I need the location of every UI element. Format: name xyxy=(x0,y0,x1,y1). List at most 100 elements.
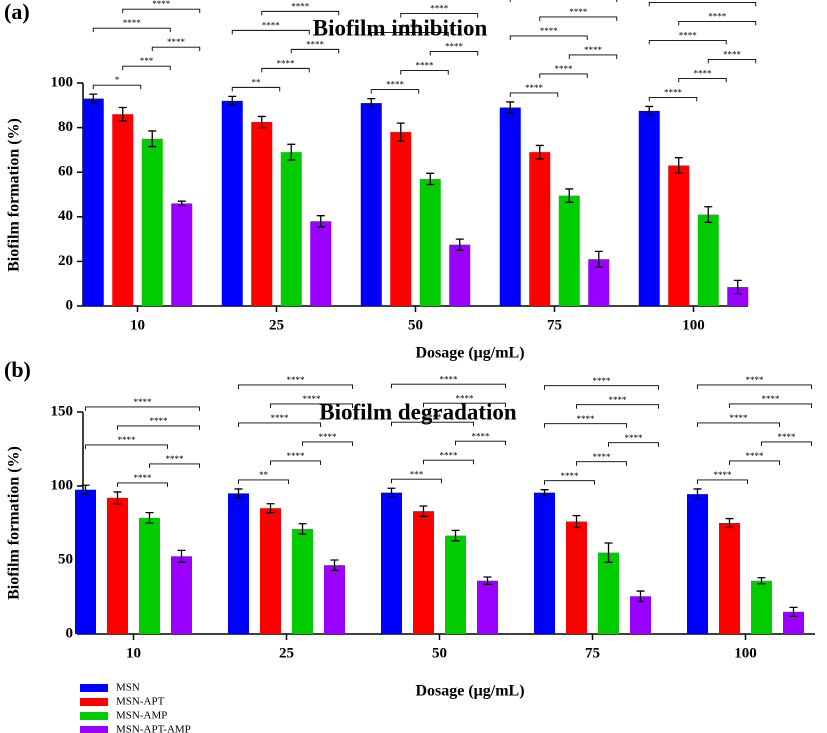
significance-bracket xyxy=(238,479,289,484)
bar xyxy=(445,535,466,634)
bar xyxy=(324,565,345,634)
bar xyxy=(310,221,332,306)
significance-bracket xyxy=(455,440,506,446)
x-tick-label: 100 xyxy=(682,317,705,333)
bar xyxy=(783,611,804,634)
significance-label: **** xyxy=(584,45,603,55)
legend-swatch xyxy=(80,712,108,720)
significance-label: **** xyxy=(287,375,306,385)
bar xyxy=(221,100,243,306)
chart-title: Biofilm inhibition xyxy=(313,15,488,40)
x-axis-label: Dosage (μg/mL) xyxy=(415,345,524,362)
error-bar xyxy=(234,488,243,499)
significance-bracket xyxy=(576,404,659,409)
bar xyxy=(529,152,551,306)
significance-bracket xyxy=(391,478,442,484)
error-bar xyxy=(572,514,581,529)
significance-bracket xyxy=(576,461,627,466)
y-tick-label: 100 xyxy=(51,74,74,90)
y-axis-label: Biofilm formation (%) xyxy=(6,446,23,600)
significance-label: **** xyxy=(166,454,185,464)
error-bar xyxy=(451,529,460,542)
significance-bracket xyxy=(729,403,812,408)
significance-label: **** xyxy=(277,58,296,68)
significance-bracket xyxy=(117,482,168,487)
significance-label: **** xyxy=(440,450,459,460)
significance-label: **** xyxy=(746,375,765,385)
significance-bracket xyxy=(231,86,281,92)
significance-label: **** xyxy=(456,393,475,403)
significance-bracket xyxy=(509,0,618,2)
significance-bracket xyxy=(761,441,812,446)
bar xyxy=(630,596,651,634)
bar xyxy=(499,107,521,306)
error-bar xyxy=(604,542,613,563)
significance-bracket xyxy=(697,422,780,427)
bar xyxy=(566,521,587,634)
bar xyxy=(687,494,708,634)
bar xyxy=(588,259,610,306)
bar xyxy=(668,165,690,306)
significance-label: **** xyxy=(762,394,781,404)
significance-label: **** xyxy=(430,4,449,14)
significance-label: **** xyxy=(472,431,491,441)
error-bar xyxy=(594,250,603,268)
significance-label: **** xyxy=(730,413,749,423)
significance-bracket xyxy=(122,8,201,14)
significance-bracket xyxy=(539,73,588,78)
bar xyxy=(390,132,412,306)
significance-label: **** xyxy=(723,49,742,59)
x-axis-label: Dosage (μg/mL) xyxy=(415,683,524,700)
significance-bracket xyxy=(261,10,340,16)
significance-label: **** xyxy=(445,42,464,52)
significance-label: **** xyxy=(150,416,169,426)
x-tick-label: 25 xyxy=(279,645,294,661)
legend-label: MSN-AMP xyxy=(116,710,167,722)
bar xyxy=(413,511,434,634)
legend-label: MSN-APT-AMP xyxy=(116,724,191,733)
significance-bracket xyxy=(539,16,618,21)
significance-label: **** xyxy=(679,30,698,40)
error-bar xyxy=(330,559,339,572)
significance-label: **** xyxy=(561,471,580,481)
error-bar xyxy=(81,484,90,495)
error-bar xyxy=(540,489,549,497)
significance-bracket xyxy=(544,480,595,485)
significance-label: **** xyxy=(440,374,459,384)
significance-label: **** xyxy=(306,39,325,49)
significance-label: **** xyxy=(625,433,644,443)
x-tick-label: 50 xyxy=(432,645,447,661)
significance-bracket xyxy=(400,13,479,18)
significance-bracket xyxy=(302,441,353,446)
y-tick-label: 100 xyxy=(51,477,74,493)
significance-bracket xyxy=(238,384,353,389)
error-bar xyxy=(636,590,645,603)
panel-label: (a) xyxy=(4,0,30,24)
bar xyxy=(719,523,740,634)
error-bar xyxy=(455,238,464,251)
bar xyxy=(558,195,580,306)
error-bar xyxy=(733,279,742,295)
significance-bracket xyxy=(370,32,449,37)
significance-label: **** xyxy=(593,376,612,386)
significance-label: ** xyxy=(252,77,262,87)
bar xyxy=(107,497,128,634)
significance-label: **** xyxy=(778,432,797,442)
error-bar xyxy=(535,144,544,160)
error-bar xyxy=(177,549,186,563)
significance-label: **** xyxy=(303,394,322,404)
significance-label: *** xyxy=(140,56,154,66)
y-tick-label: 20 xyxy=(58,253,73,269)
error-bar xyxy=(426,172,435,186)
significance-bracket xyxy=(678,77,727,83)
bar xyxy=(171,556,192,634)
significance-label: **** xyxy=(416,61,435,71)
error-bar xyxy=(483,576,492,586)
legend-label: MSN xyxy=(116,682,140,694)
bar xyxy=(751,580,772,634)
significance-bracket xyxy=(544,423,627,428)
error-bar xyxy=(674,157,683,174)
significance-label: **** xyxy=(525,83,544,93)
